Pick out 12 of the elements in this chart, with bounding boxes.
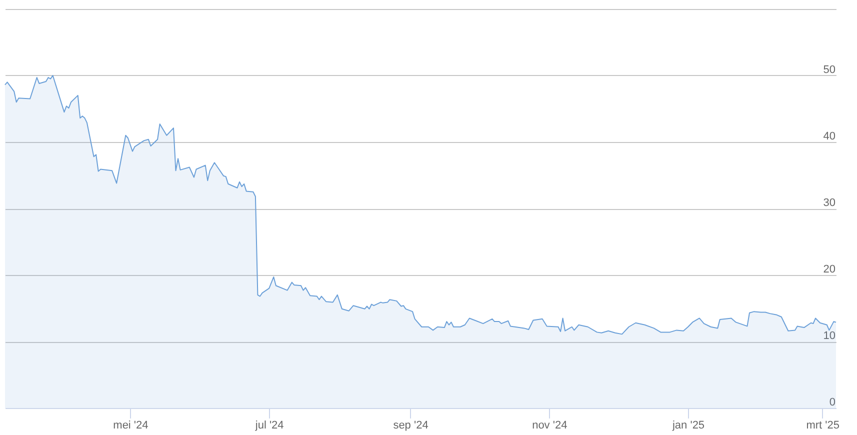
y-tick-label: 40: [823, 130, 836, 142]
y-tick-label: 20: [823, 264, 836, 276]
x-tick-label: nov '24: [532, 420, 568, 432]
y-tick-label: 30: [823, 197, 836, 209]
y-tick-label: 10: [823, 330, 836, 342]
y-tick-label: 0: [829, 396, 836, 408]
x-tick-label: jul '24: [254, 420, 284, 432]
x-tick-label: mrt '25: [806, 420, 840, 432]
x-tick-label: jan '25: [671, 420, 705, 432]
x-tick-label: sep '24: [393, 420, 428, 432]
y-tick-label: 50: [823, 64, 836, 76]
x-tick-label: mei '24: [113, 420, 148, 432]
